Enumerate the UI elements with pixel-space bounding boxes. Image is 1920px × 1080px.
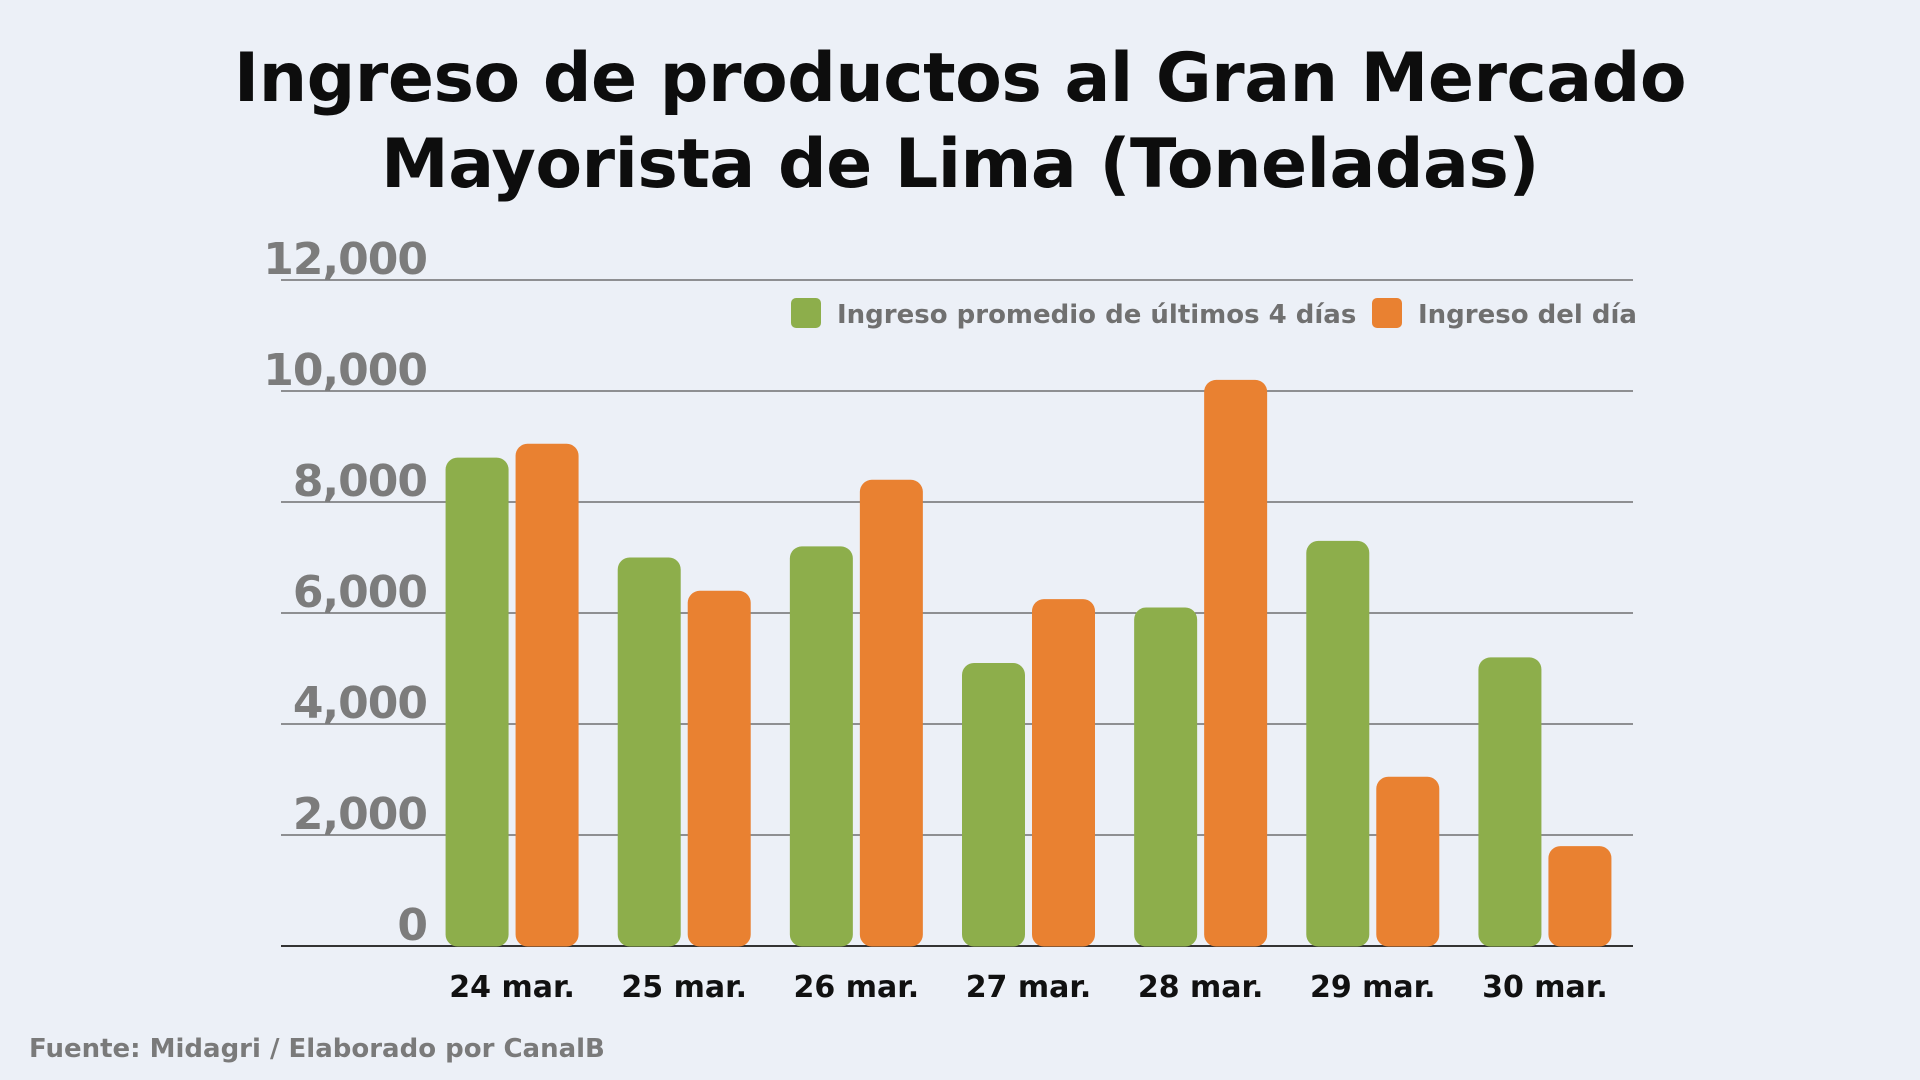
bar-average: [1306, 540, 1370, 947]
y-tick-label: 12,000: [263, 234, 427, 285]
chart-title: Ingreso de productos al Gran Mercado May…: [0, 36, 1920, 208]
y-axis-tick-labels: 0 2,000 4,000 6,000 8,000 10,000 12,000: [263, 234, 428, 951]
legend-swatch: [1372, 298, 1402, 328]
y-tick-label: 0: [397, 900, 427, 951]
y-tick-label: 10,000: [263, 345, 427, 396]
chart-title-line-2: Mayorista de Lima (Toneladas): [381, 125, 1539, 204]
legend-label: Ingreso del día: [1418, 300, 1637, 330]
x-tick-label: 28 mar.: [1138, 970, 1264, 1005]
bar-daily: [1032, 599, 1095, 947]
x-tick-label: 26 mar.: [794, 970, 920, 1005]
y-tick-label: 4,000: [293, 678, 427, 729]
bar-daily: [515, 443, 579, 947]
y-tick-label: 8,000: [293, 456, 427, 507]
x-axis-tick-labels: 24 mar. 25 mar. 26 mar. 27 mar. 28 mar. 29 ma…: [449, 970, 1607, 1005]
bar-average: [789, 546, 853, 947]
bar-average: [1134, 607, 1198, 947]
bar-average: [617, 557, 681, 947]
bar-average: [445, 457, 509, 947]
x-tick-label: 27 mar.: [966, 970, 1092, 1005]
x-tick-label: 24 mar.: [449, 970, 575, 1005]
x-tick-label: 29 mar.: [1310, 970, 1436, 1005]
bar-average: [1478, 657, 1542, 947]
source-note: Fuente: Midagri / Elaborado por CanalB: [29, 1034, 605, 1064]
bar-average: [962, 662, 1025, 947]
bar-daily: [1376, 776, 1440, 947]
bar-daily: [859, 479, 923, 947]
bar-daily: [687, 590, 751, 947]
legend-swatch: [791, 298, 821, 328]
bars: [445, 379, 1612, 947]
chart-title-line-1: Ingreso de productos al Gran Mercado: [233, 39, 1687, 118]
legend-label: Ingreso promedio de últimos 4 días: [837, 300, 1356, 330]
legend: Ingreso promedio de últimos 4 días Ingres…: [791, 298, 1637, 330]
x-tick-label: 25 mar.: [621, 970, 747, 1005]
bar-daily: [1204, 379, 1268, 947]
y-tick-label: 6,000: [293, 567, 427, 618]
x-tick-label: 30 mar.: [1482, 970, 1608, 1005]
y-tick-label: 2,000: [293, 789, 427, 840]
bar-daily: [1548, 846, 1612, 947]
